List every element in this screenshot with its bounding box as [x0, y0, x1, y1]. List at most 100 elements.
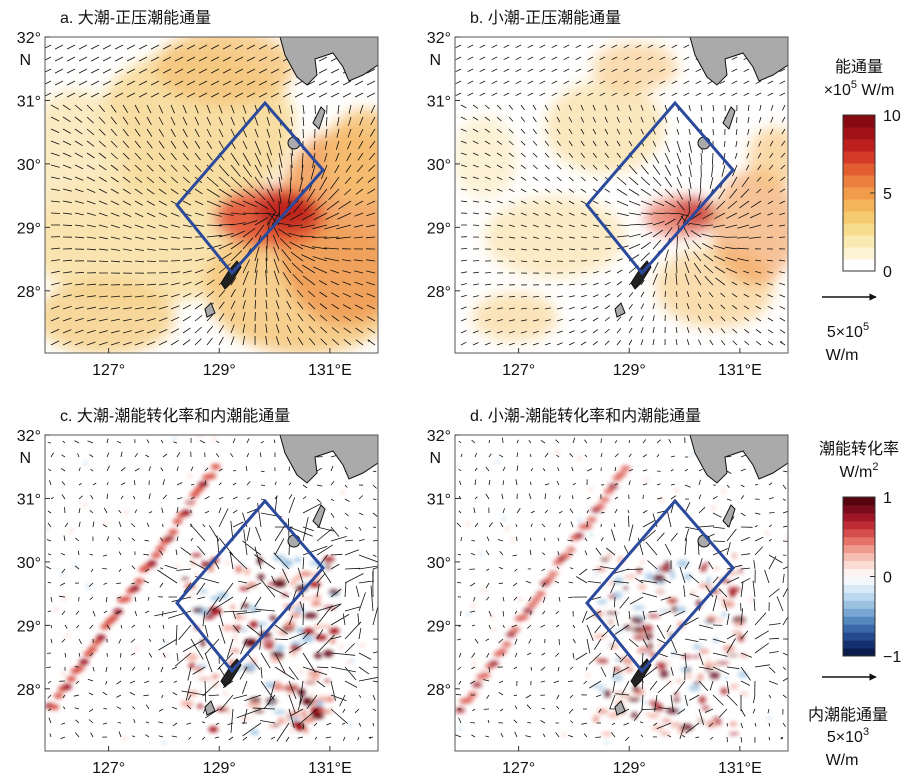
flux-arrows [45, 437, 378, 742]
conversion [712, 566, 720, 571]
conversion [79, 659, 89, 666]
map-body [45, 435, 378, 751]
conversion [246, 582, 258, 588]
conversion [242, 628, 247, 632]
conversion [701, 706, 710, 711]
conversion [700, 564, 707, 573]
key-exponent: 5 [863, 321, 869, 333]
map-body [455, 435, 788, 751]
key-unit: W/m [826, 347, 859, 364]
conversion [605, 611, 618, 615]
conversion [225, 704, 230, 709]
conversion [591, 684, 606, 688]
conversion [287, 692, 294, 696]
conversion [339, 644, 344, 649]
conversion [122, 736, 127, 741]
conversion [296, 610, 301, 615]
colorbar-step [843, 259, 875, 272]
conversion [611, 675, 624, 681]
y-tick-label: 29° [17, 220, 41, 237]
colorbar-unit: ×105 W/m [824, 79, 895, 99]
panel-title: d. 小潮-潮能转化率和内潮能通量 [470, 407, 701, 425]
conversion [208, 726, 219, 733]
colorbar-step [843, 624, 875, 633]
conversion [274, 681, 281, 689]
conversion [715, 719, 722, 726]
colorbar-step [843, 616, 875, 625]
conversion [226, 710, 231, 715]
conversion [229, 648, 240, 653]
conversion [603, 488, 614, 495]
map-panel: 127° 129° 131°E 28° 29° 30° 31° 32° N [17, 30, 379, 379]
y-tick-label: 31° [427, 491, 451, 508]
x-tick-label: 127° [502, 760, 535, 777]
conversion [239, 616, 248, 619]
land [689, 37, 788, 86]
conversion [162, 740, 167, 745]
conversion [319, 709, 333, 714]
conversion [307, 675, 317, 680]
conversion [489, 660, 499, 667]
conversion [96, 634, 106, 641]
conversion [134, 578, 145, 585]
conversion [210, 463, 221, 470]
conversion [294, 557, 302, 563]
conversion [738, 692, 749, 696]
conversion [273, 710, 287, 714]
conversion [644, 478, 649, 483]
conversion [302, 628, 315, 635]
conversion [175, 564, 180, 569]
island [204, 302, 216, 318]
conversion [225, 560, 230, 565]
conversion [74, 665, 85, 672]
conversion [596, 658, 609, 664]
conversion [664, 568, 674, 572]
conversion [655, 581, 666, 585]
conversion [69, 528, 74, 533]
y-tick-label: 31° [427, 93, 451, 110]
conversion [326, 561, 331, 566]
colorbar-step [843, 175, 875, 188]
conversion [216, 707, 229, 712]
conversion [712, 716, 720, 721]
island [722, 504, 736, 528]
y-tick-label: 29° [427, 220, 451, 237]
conversion [716, 597, 730, 601]
conversion [268, 725, 276, 728]
colorbar-step [843, 163, 875, 176]
y-tick-label: 32° [427, 428, 451, 445]
conversion [624, 667, 635, 673]
conversion [703, 662, 716, 669]
hemisphere-label: N [429, 52, 441, 69]
key-unit: W/m [826, 752, 859, 769]
conversion [290, 650, 297, 657]
colorbar-step [843, 211, 875, 224]
conversion [582, 523, 593, 530]
conversion [360, 643, 365, 648]
conversion [186, 653, 198, 661]
colorbar-step [843, 187, 875, 200]
conversion [346, 660, 351, 665]
colorbar-step [843, 528, 875, 538]
conversion [188, 662, 195, 669]
conversion [147, 560, 157, 567]
y-tick-label: 32° [17, 428, 41, 445]
conversion [325, 566, 331, 570]
conversion [296, 627, 303, 634]
conversion [601, 731, 613, 737]
conversion [666, 661, 671, 666]
conversion [511, 537, 516, 542]
conversion [198, 677, 212, 680]
conversion [619, 694, 632, 698]
conversion [555, 569, 560, 574]
colorbar-title: 潮能转化率 [819, 440, 899, 458]
colorbar-step [843, 560, 875, 570]
colorbar-tick-label: 1 [883, 490, 892, 507]
conversion [698, 583, 713, 588]
hemisphere-label: N [19, 450, 31, 467]
conversion [134, 646, 139, 651]
conversion [270, 651, 284, 658]
colorbar-step [843, 223, 875, 236]
conversion [599, 496, 610, 503]
